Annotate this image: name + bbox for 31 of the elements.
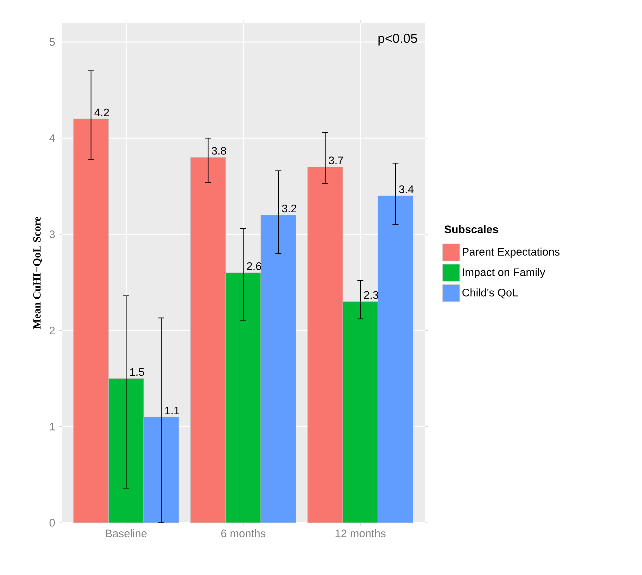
legend-title: Subscales (444, 225, 498, 234)
bar (308, 167, 344, 523)
y-tick-label: 5 (50, 38, 56, 46)
y-tick-label: 4 (50, 134, 56, 142)
data-label: 4.2 (94, 108, 110, 116)
x-tick-label: 6 months (222, 530, 266, 538)
bar (378, 196, 414, 523)
y-tick-label: 1 (50, 423, 55, 431)
y-axis-title: Mean CuHI−QoL Score (34, 216, 43, 330)
bar (190, 158, 226, 523)
y-tick-label: 2 (50, 326, 55, 335)
data-label: 3.2 (282, 204, 297, 213)
annotation: p<0.05 (378, 34, 418, 46)
y-tick-label: 3 (50, 230, 56, 238)
data-label: 1.1 (166, 407, 180, 415)
data-label: 2.3 (364, 291, 379, 300)
data-label: 1.5 (130, 368, 144, 376)
bar (74, 119, 109, 523)
x-tick-label: 12 months (336, 530, 386, 538)
y-tick-label: 0 (50, 519, 56, 527)
data-label: 2.6 (247, 262, 262, 270)
data-label: 3.4 (399, 186, 414, 194)
bar (342, 302, 378, 523)
x-tick-label: Baseline (106, 530, 147, 538)
data-label: 3.8 (212, 147, 226, 155)
bar (226, 273, 262, 523)
legend-label: Parent Expectations (463, 248, 560, 258)
legend-label: Impact on Family (463, 268, 546, 278)
bar (261, 215, 296, 523)
data-label: 3.7 (329, 156, 344, 165)
legend-label: Child's QoL (462, 288, 518, 299)
